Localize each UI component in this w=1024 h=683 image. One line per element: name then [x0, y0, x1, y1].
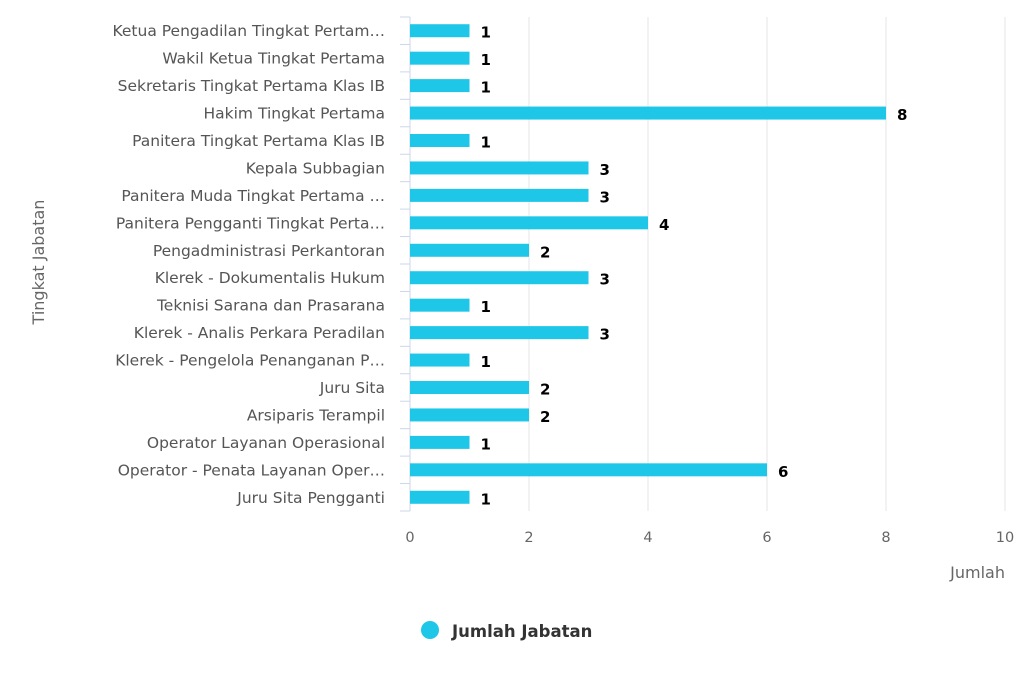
- data-label: 8: [897, 106, 907, 124]
- bar: [410, 463, 767, 477]
- bar: [410, 435, 470, 449]
- data-label: 1: [481, 79, 491, 97]
- bar: [410, 408, 529, 422]
- bar: [410, 243, 529, 257]
- category-label: Ketua Pengadilan Tingkat Pertam…: [113, 22, 386, 40]
- data-label: 4: [659, 216, 669, 234]
- category-label: Juru Sita: [319, 379, 385, 397]
- category-axis: [400, 16, 411, 512]
- x-tick-label: 4: [643, 530, 652, 546]
- data-label: 2: [540, 381, 550, 399]
- x-axis-title: Jumlah: [949, 563, 1005, 582]
- category-label: Hakim Tingkat Pertama: [203, 105, 385, 123]
- legend-label: Jumlah Jabatan: [451, 622, 592, 641]
- category-labels: Ketua Pengadilan Tingkat Pertam… Wakil Ke…: [113, 22, 386, 507]
- x-tick-label: 10: [996, 530, 1014, 546]
- data-label: 1: [481, 134, 491, 152]
- data-label: 1: [481, 51, 491, 69]
- data-label: 1: [481, 435, 491, 453]
- data-label: 3: [600, 271, 610, 289]
- category-label: Panitera Muda Tingkat Pertama …: [121, 187, 385, 205]
- bar: [410, 271, 589, 285]
- y-axis-title: Tingkat Jabatan: [29, 200, 48, 326]
- data-label: 3: [600, 161, 610, 179]
- bar: [410, 51, 470, 65]
- category-label: Pengadministrasi Perkantoran: [153, 242, 385, 260]
- data-label: 1: [481, 353, 491, 371]
- category-label: Panitera Pengganti Tingkat Perta…: [116, 214, 385, 232]
- x-tick-label: 0: [405, 530, 414, 546]
- bar: [410, 381, 529, 394]
- category-label: Teknisi Sarana dan Prasarana: [156, 297, 385, 315]
- data-label: 1: [481, 298, 491, 316]
- category-label: Kepala Subbagian: [246, 159, 385, 177]
- bar: [410, 134, 470, 147]
- bar: [410, 353, 470, 367]
- data-label: 2: [540, 243, 550, 261]
- category-label: Klerek - Dokumentalis Hukum: [155, 269, 385, 287]
- category-label: Juru Sita Pengganti: [236, 489, 385, 507]
- bar: [410, 490, 470, 504]
- category-label: Klerek - Analis Perkara Peradilan: [134, 324, 385, 342]
- category-label: Klerek - Pengelola Penanganan P…: [115, 352, 385, 370]
- legend-marker: [421, 621, 439, 639]
- bar: [410, 188, 589, 202]
- category-label: Wakil Ketua Tingkat Pertama: [162, 50, 385, 68]
- data-label: 2: [540, 408, 550, 426]
- bar: [410, 161, 589, 175]
- bar: [410, 106, 886, 120]
- category-label: Arsiparis Terampil: [247, 406, 385, 424]
- data-label: 1: [481, 490, 491, 508]
- bar: [410, 298, 470, 312]
- bar: [410, 79, 470, 93]
- category-label: Operator Layanan Operasional: [147, 434, 385, 452]
- bar: [410, 326, 589, 340]
- data-label: 3: [600, 188, 610, 206]
- category-label: Operator - Penata Layanan Oper…: [118, 461, 385, 479]
- data-label: 1: [481, 24, 491, 42]
- category-label: Panitera Tingkat Pertama Klas IB: [132, 132, 385, 150]
- legend-item[interactable]: Jumlah Jabatan: [421, 621, 592, 641]
- gridlines: [528, 17, 1006, 511]
- category-label: Sekretaris Tingkat Pertama Klas IB: [118, 77, 385, 95]
- bar: [410, 216, 648, 230]
- bars: 1 1 1 8 1 3 3 4 2 3 1 3 1 2 2 1 6 1: [410, 24, 907, 508]
- x-tick-label: 8: [881, 530, 890, 546]
- x-tick-label: 2: [524, 530, 533, 546]
- x-tick-label: 6: [762, 530, 771, 546]
- data-label: 3: [600, 326, 610, 344]
- data-label: 6: [778, 463, 788, 481]
- x-tick-labels: 0 2 4 6 8 10: [405, 530, 1014, 546]
- bar: [410, 24, 470, 38]
